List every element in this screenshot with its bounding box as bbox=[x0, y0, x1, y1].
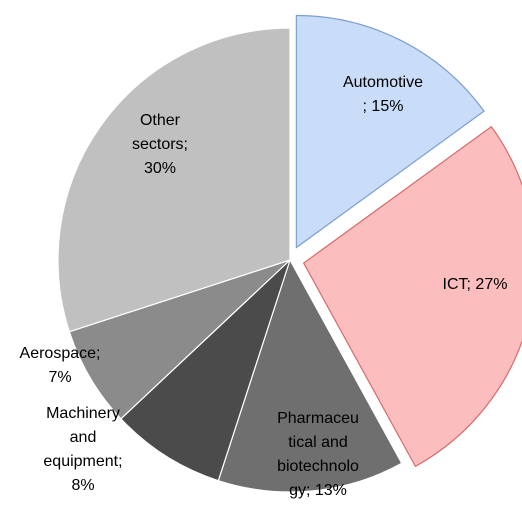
data-label: Pharmaceu bbox=[277, 410, 359, 427]
data-label: 7% bbox=[48, 369, 71, 386]
data-label: and bbox=[70, 429, 97, 446]
data-label: biotechnolo bbox=[277, 458, 359, 475]
pie-slice bbox=[302, 125, 522, 468]
pie-slice bbox=[68, 259, 291, 420]
pie-slice bbox=[217, 258, 403, 493]
data-label: Machinery bbox=[46, 405, 120, 422]
pie-slice bbox=[295, 14, 485, 249]
pie-slice bbox=[120, 259, 291, 482]
data-label: Aerospace; bbox=[20, 345, 101, 362]
data-label: 30% bbox=[144, 160, 176, 177]
data-label: equipment; bbox=[43, 453, 122, 470]
data-label: Other bbox=[140, 112, 181, 129]
data-label: sectors; bbox=[132, 136, 188, 153]
data-label: ICT; 27% bbox=[443, 276, 508, 293]
data-label: ; 15% bbox=[363, 98, 404, 115]
data-label: tical and bbox=[288, 434, 348, 451]
data-label: Automotive bbox=[343, 74, 423, 91]
data-label: 8% bbox=[71, 477, 94, 494]
pie-slice bbox=[57, 27, 291, 333]
data-label: gy; 13% bbox=[289, 482, 347, 499]
